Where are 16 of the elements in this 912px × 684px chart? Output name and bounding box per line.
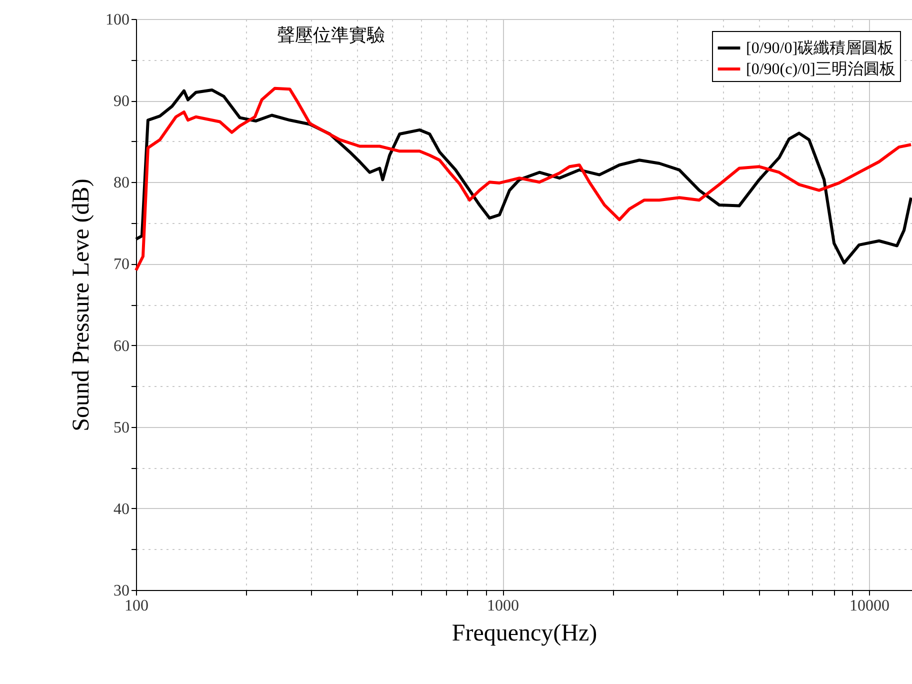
x-tick-label: 1000 bbox=[487, 598, 520, 614]
y-tick-label: 60 bbox=[114, 338, 130, 355]
y-tick-label: 70 bbox=[114, 256, 130, 274]
y-tick-label: 80 bbox=[114, 174, 130, 192]
y-tick-label: 100 bbox=[106, 12, 130, 28]
x-tick-label: 10000 bbox=[850, 598, 890, 614]
x-axis-title: Frequency(Hz) bbox=[452, 620, 598, 646]
x-tick-label: 100 bbox=[124, 598, 148, 614]
legend-label: [0/90/0]碳纖積層圓板 bbox=[746, 39, 894, 57]
y-tick-label: 40 bbox=[114, 500, 130, 518]
y-tick-label: 50 bbox=[114, 419, 130, 436]
legend-label: [0/90(c)/0]三明治圓板 bbox=[746, 60, 896, 78]
chart-title: 聲壓位準實驗 bbox=[277, 25, 385, 45]
y-axis-title: Sound Pressure Leve (dB) bbox=[68, 178, 94, 432]
y-tick-label: 30 bbox=[114, 582, 130, 600]
y-tick-label: 90 bbox=[114, 93, 130, 110]
